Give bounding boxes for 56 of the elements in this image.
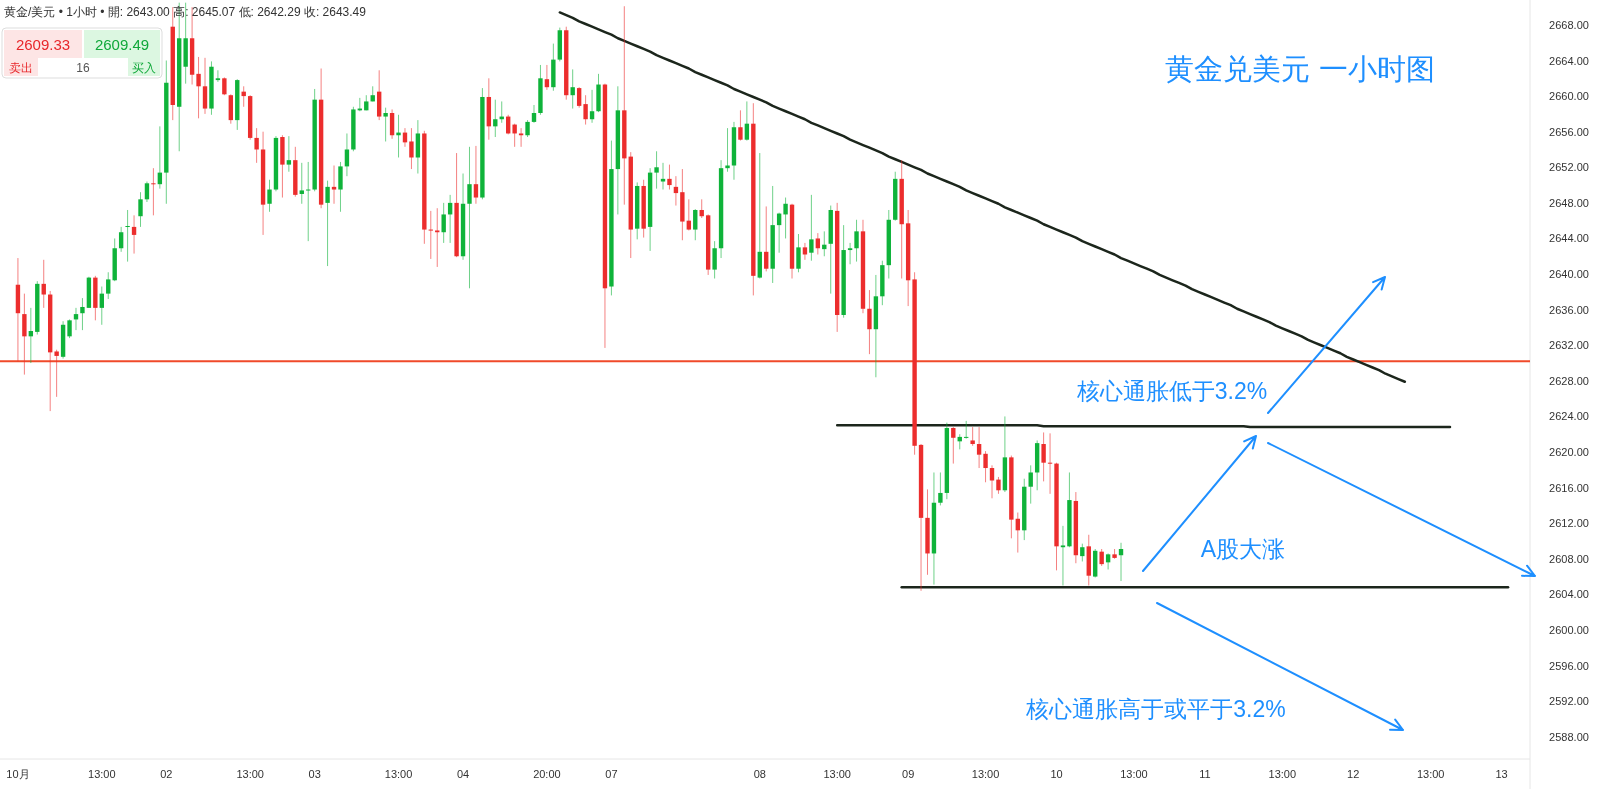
y-tick-label: 2616.00 [1549,481,1589,494]
y-tick-label: 2608.00 [1549,552,1589,565]
annotation: 卖出 [9,61,33,75]
y-tick-label: 2632.00 [1549,339,1589,352]
x-tick-label: 03 [308,768,321,780]
annotation: 核心通胀高于或平于3.2% [1025,696,1286,722]
candlestick [802,242,808,261]
y-tick-label: 2624.00 [1549,410,1589,423]
y-tick-label: 2656.00 [1549,125,1589,138]
x-tick-label: 13:00 [823,768,851,780]
candlestick [964,420,969,440]
y-tick-label: 2620.00 [1549,446,1589,459]
y-tick-label: 2668.00 [1549,18,1589,31]
y-tick-label: 2648.00 [1549,196,1589,209]
candlestick [215,69,221,83]
candlestick [1105,552,1111,570]
text: 黄金/美元 • 1小时 • 開: 2643.00 高: 2645.07 低: 2642.29 收: 2643.49 [4,5,367,19]
x-tick-label: 13:00 [1416,768,1445,780]
x-tick-label: 10月 [6,768,30,780]
y-tick-label: 2640.00 [1549,268,1589,281]
y-tick-label: 2596.00 [1549,659,1589,672]
y-tick-label: 2644.00 [1549,232,1589,245]
x-tick-label: 12 [1347,768,1360,780]
y-tick-label: 2636.00 [1549,303,1589,316]
annotation: 黄金兑美元 一小时图 [1165,53,1435,85]
y-tick-label: 2652.00 [1549,161,1589,174]
x-tick-label: 09 [902,768,915,780]
y-tick-label: 2604.00 [1549,588,1589,601]
x-tick-label: 13:00 [236,768,264,780]
annotation: 2609.49 [94,36,150,53]
y-tick-label: 2664.00 [1549,54,1589,67]
x-tick-label: 07 [605,768,618,780]
x-tick-label: 08 [753,768,766,780]
y-tick-label: 2612.00 [1549,517,1589,530]
x-tick-label: 13:00 [1268,768,1297,780]
y-tick-label: 2660.00 [1549,90,1589,103]
y-tick-label: 2592.00 [1549,695,1589,708]
annotation: 16 [76,61,90,75]
y-tick-label: 2588.00 [1549,730,1589,743]
x-tick-label: 13:00 [88,768,116,780]
annotation: 核心通胀低于3.2% [1075,378,1268,404]
x-tick-label: 11 [1199,768,1211,780]
x-tick-label: 20:00 [533,768,561,780]
annotation: A股大涨 [1200,536,1286,562]
x-tick-label: 04 [456,768,470,780]
y-tick-label: 2600.00 [1549,623,1589,636]
x-tick-label: 13:00 [384,768,413,780]
annotation: 买入 [132,61,156,75]
x-tick-label: 13:00 [1120,768,1148,780]
x-tick-label: 13 [1495,768,1508,780]
x-tick-label: 02 [160,768,173,780]
candlestick [531,104,537,124]
x-tick-label: 13:00 [971,768,1000,780]
annotation: 2609.33 [15,36,71,53]
x-tick-label: 10 [1050,768,1063,780]
y-tick-label: 2628.00 [1549,374,1589,387]
